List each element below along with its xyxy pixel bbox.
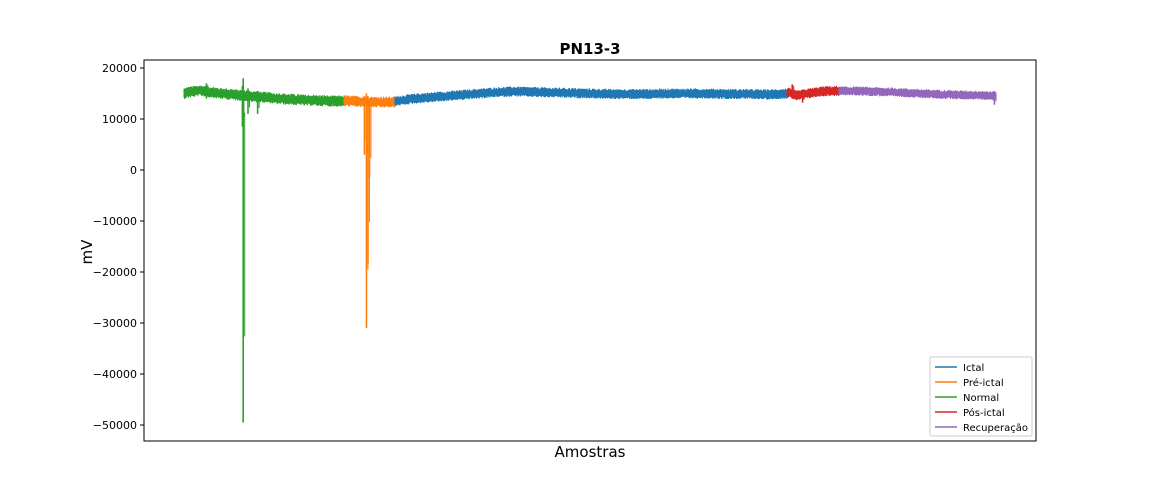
series-ictal (394, 86, 788, 106)
series-recuperação (838, 86, 997, 105)
series-layer (183, 78, 997, 423)
y-tick-label: −10000 (93, 215, 137, 228)
series-band (838, 86, 997, 101)
legend: Ictal Pré-ictal Normal Pós-ictal Recuperação (929, 356, 1033, 437)
plot-frame (143, 59, 1037, 442)
x-axis-label: Amostras (555, 443, 626, 461)
y-tick-label: −40000 (93, 368, 137, 381)
legend-label: Normal (963, 393, 999, 404)
y-tick-label: −50000 (93, 419, 137, 432)
y-tick-label: 20000 (102, 62, 137, 75)
legend-label: Ictal (963, 363, 984, 374)
y-axis-label: mV (78, 239, 96, 265)
chart-title: PN13-3 (559, 40, 620, 58)
y-tick-label: 10000 (102, 113, 137, 126)
series-normal (183, 78, 345, 423)
y-tick-label: −20000 (93, 266, 137, 279)
y-axis: 20000 10000 0 −10000 −20000 −30000 −40000 −5000… (93, 62, 144, 432)
series-pós-ictal (786, 84, 840, 103)
series-band (183, 85, 345, 107)
series-band (394, 86, 788, 106)
legend-box (929, 356, 1033, 437)
legend-label: Pré-ictal (963, 377, 1004, 389)
series-pré-ictal (343, 93, 396, 329)
series-band (786, 85, 840, 101)
y-tick-label: −30000 (93, 317, 137, 330)
legend-label: Recuperação (963, 423, 1028, 434)
y-tick-label: 0 (130, 164, 137, 177)
legend-label: Pós-ictal (963, 407, 1005, 419)
